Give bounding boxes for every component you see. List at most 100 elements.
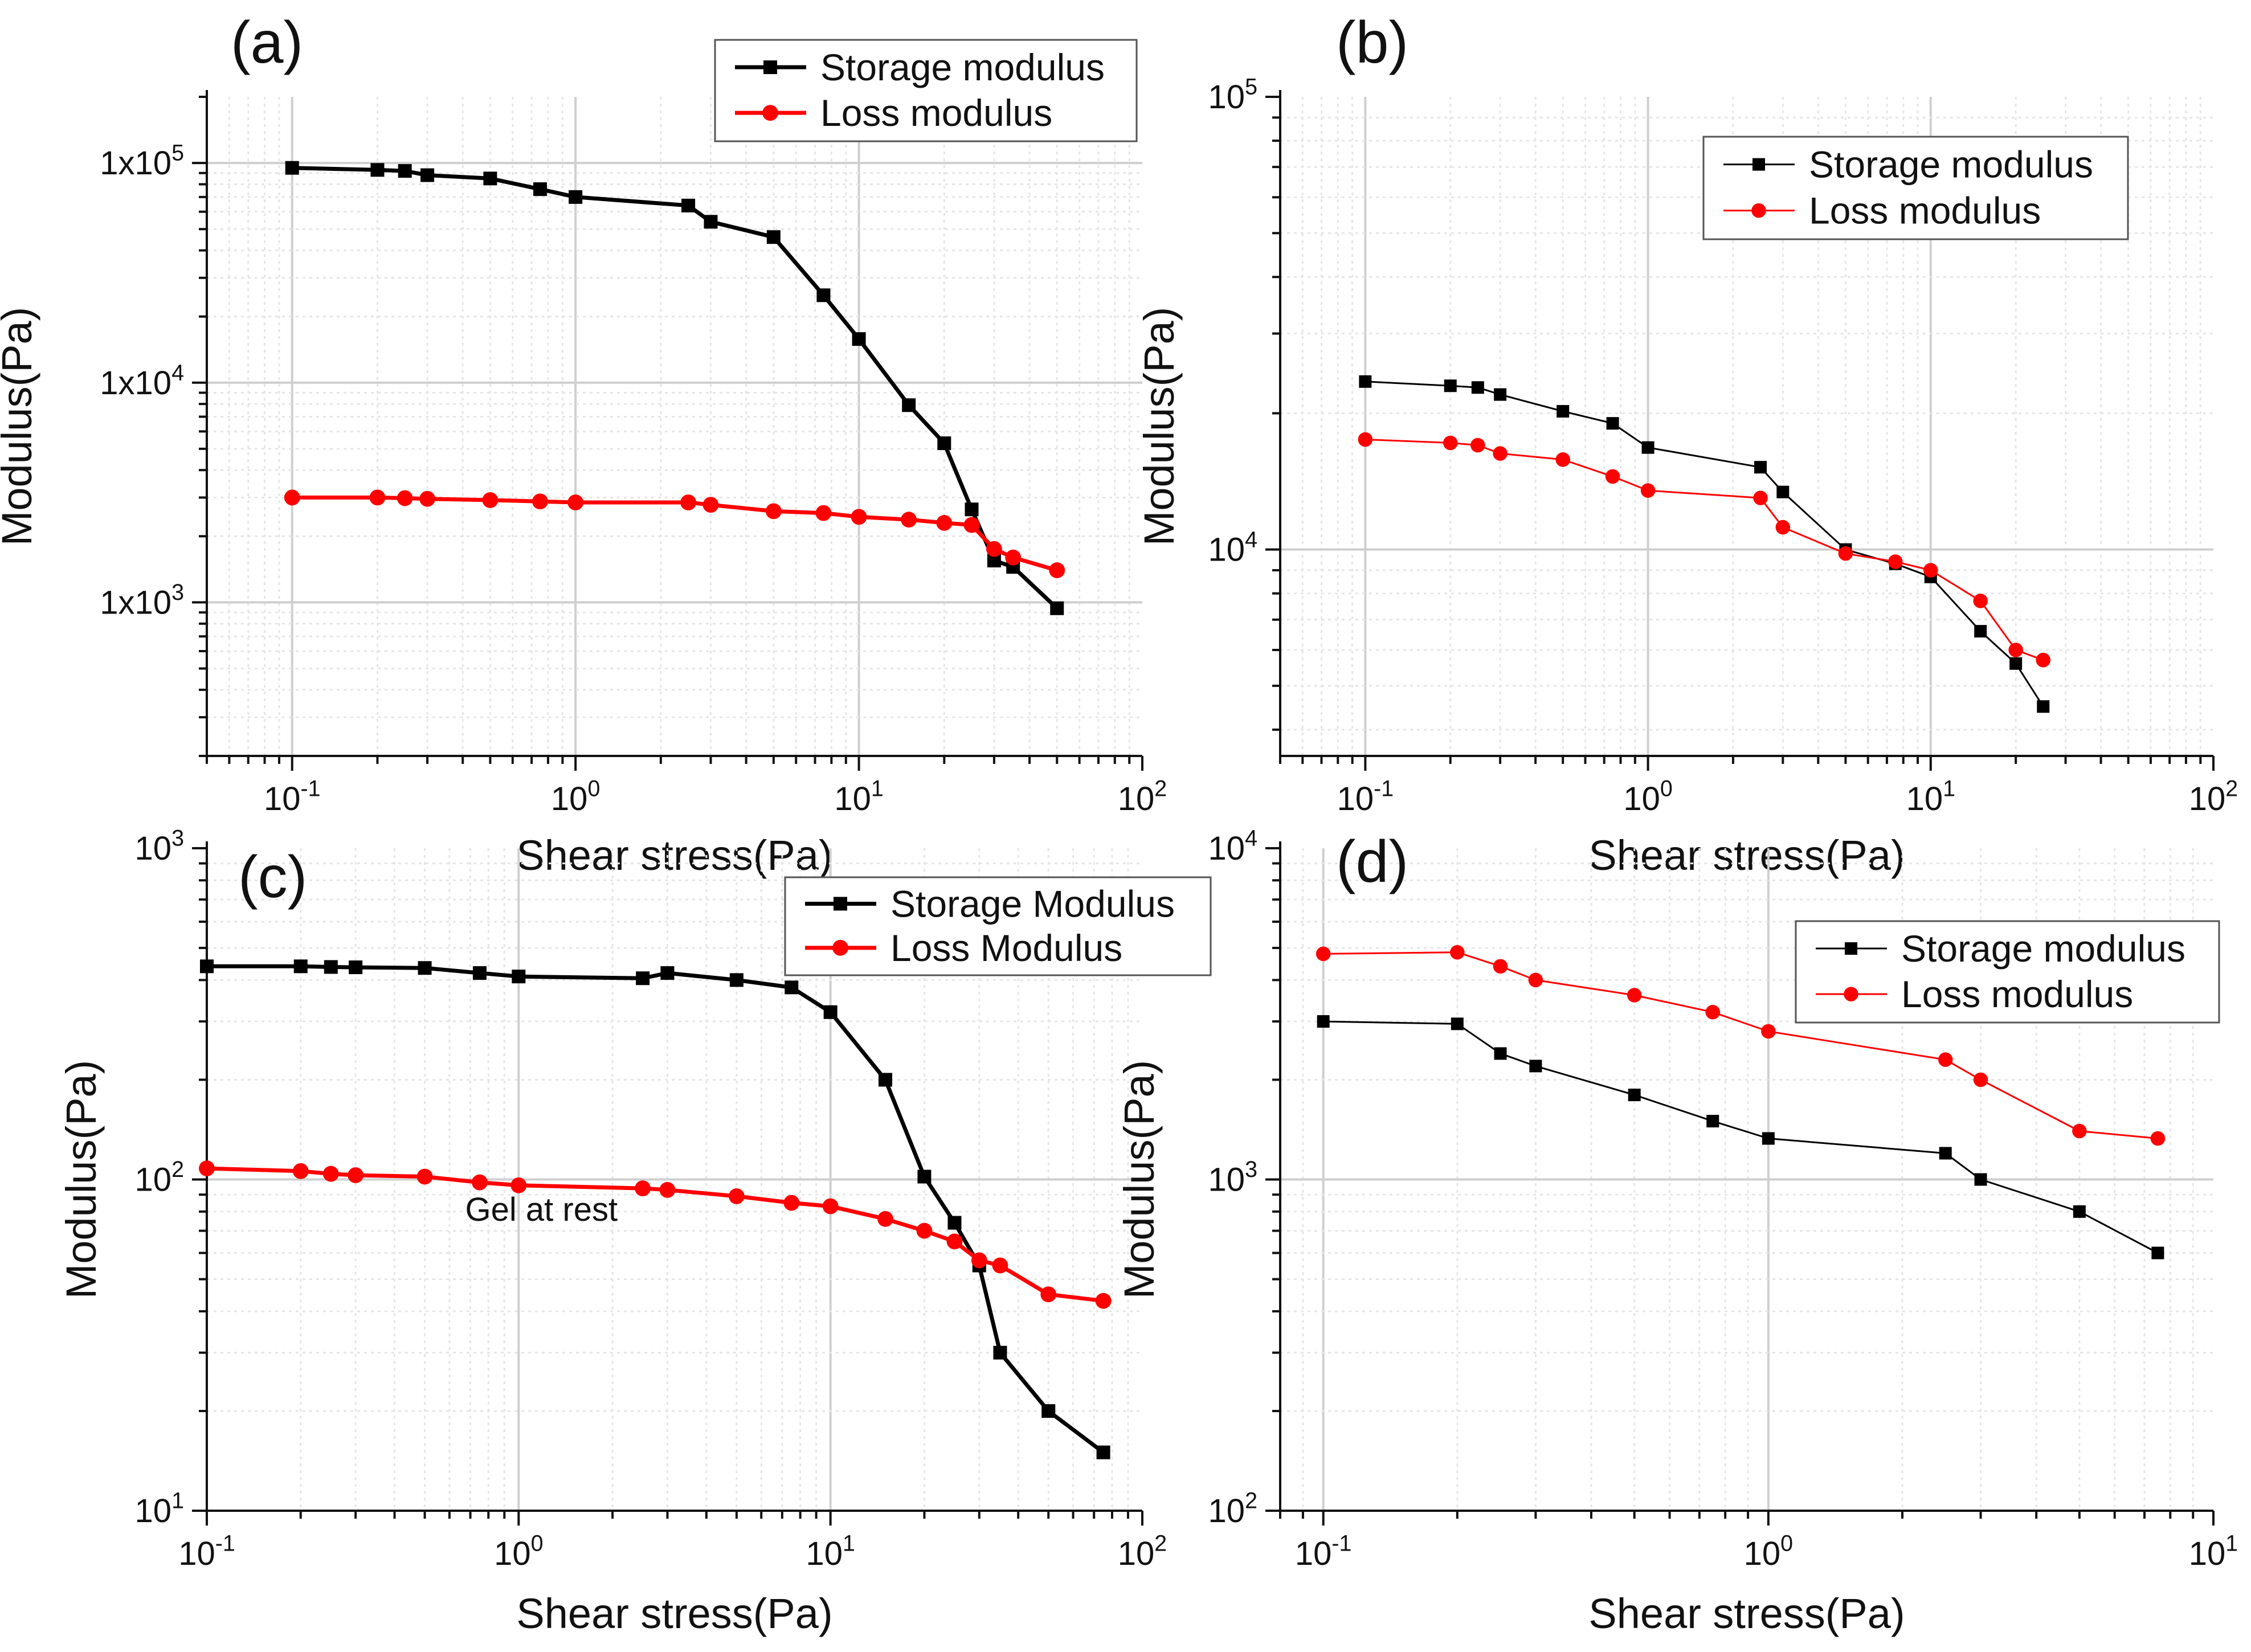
x-tick-label: 10-1 xyxy=(1337,776,1394,817)
y-tick-label: 103 xyxy=(135,826,184,867)
data-point xyxy=(1359,375,1372,388)
data-point xyxy=(901,512,917,528)
data-point xyxy=(1470,437,1485,453)
y-tick-label: 105 xyxy=(1208,75,1257,116)
legend-marker xyxy=(1845,942,1857,955)
x-tick-label: 101 xyxy=(834,776,883,817)
grid-lines xyxy=(207,97,1142,756)
data-point xyxy=(285,161,299,175)
y-tick-label: 103 xyxy=(1208,1157,1257,1198)
series-line xyxy=(206,1166,1104,1303)
x-tick-label: 101 xyxy=(806,1531,855,1572)
legend-label: Storage modulus xyxy=(820,46,1105,88)
panel-label: (a) xyxy=(231,10,303,76)
data-point xyxy=(348,1167,364,1183)
x-tick-label: 10-1 xyxy=(178,1531,235,1572)
series-line xyxy=(292,166,1059,610)
data-point xyxy=(636,971,650,986)
y-tick-label: 1x105 xyxy=(100,141,184,182)
legend-item: Storage modulus xyxy=(735,46,1105,88)
data-point xyxy=(2150,1131,2166,1146)
data-point xyxy=(1641,441,1654,454)
data-point xyxy=(971,1252,987,1269)
legend-marker xyxy=(1844,987,1858,1001)
data-point xyxy=(1041,1404,1056,1418)
legend-item: Storage Modulus xyxy=(805,882,1175,925)
data-point xyxy=(765,503,782,520)
data-point xyxy=(1450,944,1465,960)
data-point xyxy=(292,1163,309,1179)
x-axis-title: Shear stress(Pa) xyxy=(516,832,832,879)
data-point xyxy=(2036,652,2051,668)
data-point xyxy=(482,492,499,508)
data-point xyxy=(1974,1173,1987,1186)
y-tick-label: 101 xyxy=(135,1489,184,1530)
series-loss xyxy=(1316,944,2166,1146)
y-axis-title: Modulus(Pa) xyxy=(0,307,40,546)
data-point xyxy=(2151,1246,2164,1260)
legend-marker xyxy=(832,939,848,956)
data-point xyxy=(1606,417,1619,430)
data-point xyxy=(992,1257,1008,1274)
data-point xyxy=(1049,562,1065,578)
data-point xyxy=(1753,490,1768,505)
data-point xyxy=(1317,1015,1330,1028)
data-point xyxy=(785,980,799,995)
data-point xyxy=(533,182,548,197)
data-point xyxy=(681,198,696,212)
y-tick-label: 104 xyxy=(1208,826,1257,867)
data-point xyxy=(729,973,743,987)
legend-item: Loss modulus xyxy=(1723,190,2041,232)
x-tick-label: 100 xyxy=(1744,1531,1793,1572)
x-tick-label: 100 xyxy=(1623,776,1672,817)
series-storage xyxy=(1359,375,2050,713)
panel-label: (d) xyxy=(1336,829,1408,895)
data-point xyxy=(1973,1072,1988,1087)
legend-marker xyxy=(762,105,778,121)
series-loss xyxy=(1358,432,2051,668)
y-tick-label: 1x103 xyxy=(100,580,184,621)
axes xyxy=(192,841,1143,1526)
data-point xyxy=(324,960,338,974)
data-point xyxy=(852,332,866,346)
panel-b: 10-1 100 101 102 104 105 Shear stress(Pa) Modul… xyxy=(1135,10,2238,879)
panel-label: (c) xyxy=(238,844,307,910)
data-point xyxy=(1358,432,1373,447)
data-point xyxy=(660,966,675,980)
y-axis-title: Modulus(Pa) xyxy=(1116,1060,1163,1299)
data-point xyxy=(1640,483,1656,498)
y-tick-label: 102 xyxy=(135,1157,184,1198)
legend-marker xyxy=(834,897,847,911)
data-point xyxy=(1555,452,1570,467)
data-point xyxy=(1762,1132,1775,1145)
data-point xyxy=(823,1005,838,1019)
data-point xyxy=(993,1346,1007,1360)
data-point xyxy=(567,494,584,510)
data-point xyxy=(1761,1024,1776,1039)
x-tick-label: 10-1 xyxy=(1295,1531,1352,1572)
legend-marker xyxy=(1752,158,1765,171)
series-loss xyxy=(284,489,1065,578)
data-point xyxy=(877,1211,893,1227)
legend-label: Storage modulus xyxy=(1901,927,2185,970)
series-line xyxy=(1323,1020,2159,1254)
data-point xyxy=(349,960,363,975)
y-axis-title: Modulus(Pa) xyxy=(1135,307,1183,546)
data-point xyxy=(420,168,435,182)
legend-label: Storage modulus xyxy=(1809,144,2093,186)
x-axis-title: Shear stress(Pa) xyxy=(1588,832,1905,879)
series-storage xyxy=(200,959,1110,1459)
data-point xyxy=(704,215,718,229)
data-point xyxy=(284,489,300,506)
data-point xyxy=(1627,988,1642,1003)
data-point xyxy=(1557,405,1570,418)
panel-d: 10-1 100 101 102 103 104 Shear stress(Pa) Modul… xyxy=(1116,826,2238,1637)
y-axis-title: Modulus(Pa) xyxy=(58,1060,105,1299)
data-point xyxy=(1938,1052,1953,1067)
axes xyxy=(1265,90,2215,771)
data-point xyxy=(947,1216,962,1230)
